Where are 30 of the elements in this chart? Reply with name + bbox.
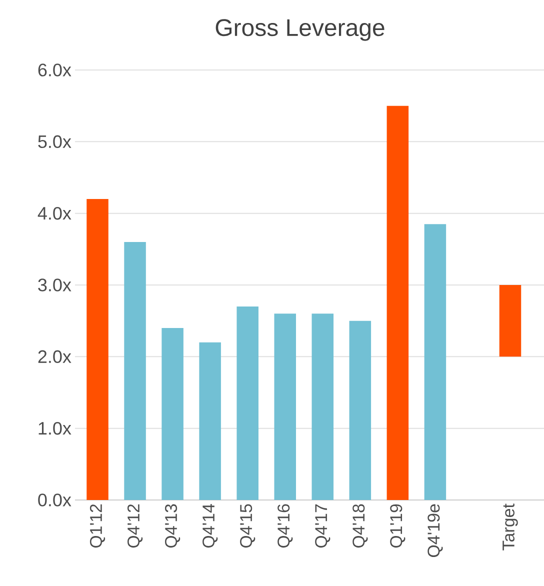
y-tick-label: 3.0x bbox=[38, 278, 72, 292]
x-tick-label: Q4'17 bbox=[315, 504, 330, 548]
x-tick-label: Q1'12 bbox=[90, 504, 106, 548]
bar bbox=[349, 320, 372, 500]
y-tick-label: 5.0x bbox=[38, 135, 72, 148]
y-tick-label: 4.0x bbox=[38, 206, 72, 220]
x-tick-label: Q1'19 bbox=[390, 504, 406, 548]
bar bbox=[424, 224, 446, 500]
x-tick-label: Q4'14 bbox=[202, 504, 218, 548]
y-tick-label: 1.0x bbox=[38, 422, 72, 435]
bar bbox=[162, 328, 184, 500]
y-tick-label: 0.0x bbox=[38, 494, 72, 506]
bar bbox=[236, 306, 258, 500]
x-tick-label: Q4'13 bbox=[165, 504, 180, 548]
y-tick-label: 6.0x bbox=[38, 64, 72, 76]
bar bbox=[124, 242, 146, 500]
bar bbox=[386, 106, 409, 500]
bar bbox=[274, 314, 296, 500]
x-tick-label: Q4'18 bbox=[352, 504, 368, 548]
bar bbox=[86, 199, 108, 500]
x-tick-label: Q4'16 bbox=[278, 504, 293, 548]
x-tick-label: Q4'15 bbox=[240, 504, 256, 548]
chart-title: Gross Leverage bbox=[216, 19, 384, 41]
bar bbox=[199, 342, 221, 500]
x-tick-label: Q4'19e bbox=[428, 504, 443, 558]
y-tick-label: 2.0x bbox=[38, 350, 72, 364]
x-tick-label: Q4'12 bbox=[127, 504, 143, 548]
x-tick-label: Target bbox=[502, 504, 518, 550]
bar bbox=[312, 314, 334, 500]
bar bbox=[499, 285, 522, 357]
